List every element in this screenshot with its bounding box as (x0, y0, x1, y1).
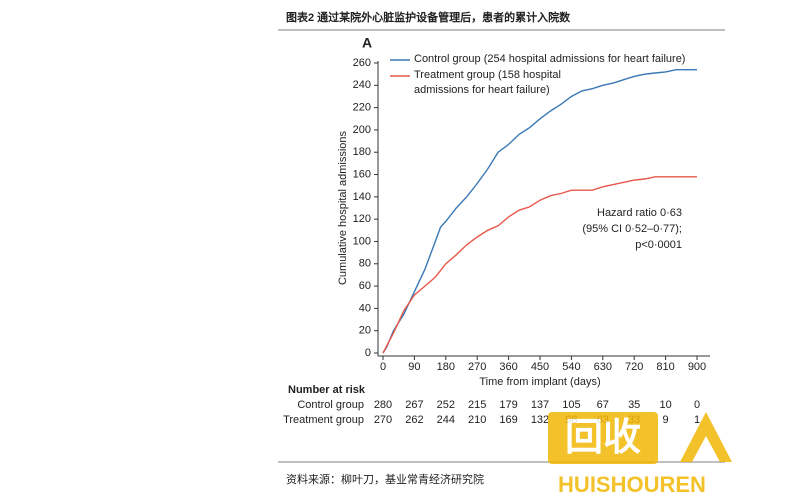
risk-value: 10 (659, 399, 671, 411)
x-tick-label: 360 (499, 361, 517, 373)
watermark-icon (680, 412, 732, 462)
x-tick-label: 180 (437, 361, 455, 373)
watermark-logo: 回收 (565, 417, 641, 459)
x-tick-label: 900 (688, 361, 706, 373)
panel-label: A (362, 35, 372, 51)
y-axis-label: Cumulative hospital admissions (337, 130, 349, 285)
y-tick-label: 260 (353, 57, 371, 69)
x-tick-label: 0 (380, 361, 386, 373)
y-tick-label: 80 (359, 258, 371, 270)
x-tick-label: 90 (408, 361, 420, 373)
x-tick-label: 270 (468, 361, 486, 373)
watermark-box (548, 412, 658, 464)
risk-value: 105 (562, 399, 580, 411)
watermark-text: HUISHOUREN (558, 472, 706, 497)
y-tick-label: 120 (353, 213, 371, 225)
footer: 资料来源：柳叶刀，基业常青经济研究院 (286, 472, 484, 486)
risk-value: 262 (405, 414, 423, 426)
legend-entry: Control group (254 hospital admissions f… (414, 53, 686, 65)
risk-value: 0 (694, 399, 700, 411)
risk-value: 210 (468, 414, 486, 426)
annotation: Hazard ratio 0·63 (597, 207, 682, 219)
y-tick-label: 180 (353, 146, 371, 158)
x-tick-label: 540 (562, 361, 580, 373)
risk-value: 252 (437, 399, 455, 411)
x-tick-label: 450 (531, 361, 549, 373)
risk-value: 9 (663, 414, 669, 426)
risk-value: 267 (405, 399, 423, 411)
risk-row-label: Treatment group (283, 414, 364, 426)
y-tick-label: 60 (359, 280, 371, 292)
line (382, 176, 697, 354)
line (382, 69, 697, 354)
x-axis-label: Time from implant (days) (479, 376, 600, 388)
x-tick-label: 720 (625, 361, 643, 373)
risk-value: 169 (499, 414, 517, 426)
risk-title: Number at risk (288, 384, 366, 396)
y-tick-label: 200 (353, 124, 371, 136)
watermark: 回收 HUISHOUREN (548, 412, 732, 497)
annotation: p<0·0001 (635, 239, 682, 251)
y-tick-label: 220 (353, 102, 371, 114)
y-tick-label: 140 (353, 191, 371, 203)
risk-value: 132 (531, 414, 549, 426)
annotation: (95% CI 0·52–0·77); (582, 223, 682, 235)
risk-value: 280 (374, 399, 392, 411)
risk-value: 215 (468, 399, 486, 411)
risk-value: 244 (437, 414, 455, 426)
risk-value: 35 (628, 399, 640, 411)
y-tick-label: 240 (353, 79, 371, 91)
x-tick-label: 810 (656, 361, 674, 373)
header: 图表2 通过某院外心脏监护设备管理后，患者的累计入院数 (286, 10, 571, 24)
risk-value: 67 (597, 399, 609, 411)
y-tick-label: 0 (365, 347, 371, 359)
risk-value: 270 (374, 414, 392, 426)
x-tick-label: 630 (594, 361, 612, 373)
legend-entry: Treatment group (158 hospital admissions… (414, 69, 561, 96)
y-tick-label: 20 (359, 325, 371, 337)
y-tick-label: 160 (353, 168, 371, 180)
y-tick-label: 40 (359, 302, 371, 314)
y-tick-label: 100 (353, 235, 371, 247)
risk-row-label: Control group (297, 399, 364, 411)
risk-value: 179 (499, 399, 517, 411)
risk-value: 137 (531, 399, 549, 411)
risk-value: 1 (694, 414, 700, 426)
